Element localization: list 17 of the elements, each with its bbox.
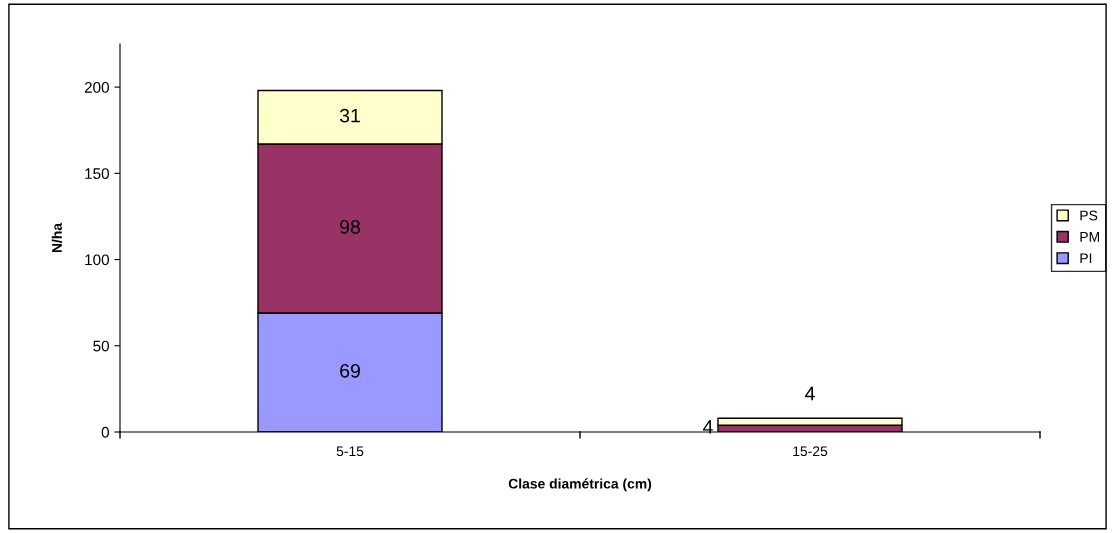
legend-label: PM — [1080, 232, 1100, 242]
y-axis-title: N/ha — [51, 222, 63, 253]
legend-label: PI — [1080, 253, 1092, 263]
data-label: 31 — [339, 108, 360, 123]
y-tick-label: 150 — [85, 168, 109, 180]
data-label: 69 — [340, 363, 360, 378]
y-tick-label: 50 — [93, 340, 109, 352]
y-tick-label: 100 — [85, 254, 109, 266]
x-tick-label: 5-15 — [336, 446, 364, 457]
data-label: 4 — [805, 386, 815, 401]
data-label: 4 — [703, 420, 713, 434]
x-tick-label: 15-25 — [793, 446, 828, 457]
legend-label: PS — [1080, 210, 1098, 221]
x-axis-title: Clase diamétrica (cm) — [508, 478, 652, 492]
y-tick-label: 0 — [101, 426, 109, 438]
data-label: 98 — [340, 219, 360, 234]
y-tick-label: 200 — [84, 81, 109, 93]
